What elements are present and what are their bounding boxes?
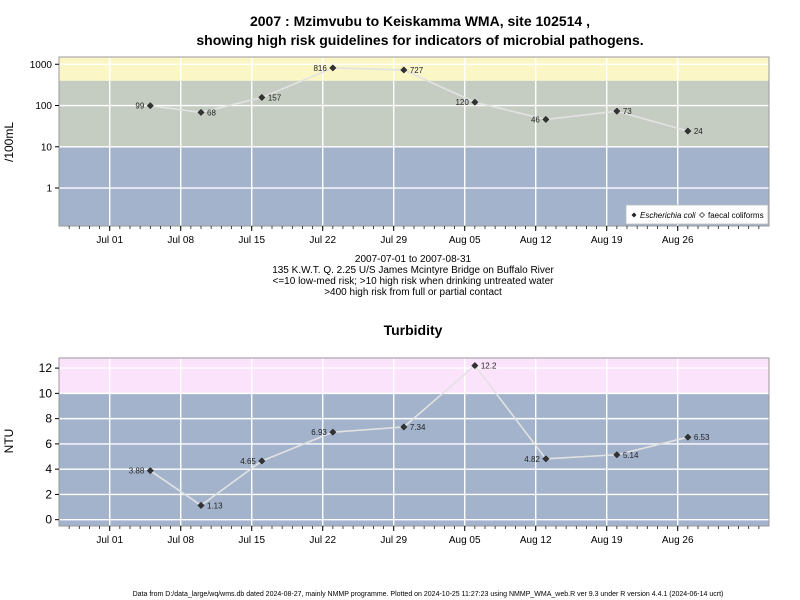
chart2-ytick-label-1: 2: [45, 487, 52, 501]
chart1-title-line1: 2007 : Mzimvubu to Keiskamma WMA, site 1…: [250, 13, 590, 29]
chart2-ytick-label-6: 12: [39, 361, 53, 375]
chart2-data-label-5: 12.2: [481, 362, 497, 371]
chart2-data-label-3: 6.93: [311, 428, 327, 437]
chart2-point-5: [471, 362, 479, 370]
chart1-plot-area: 1 10 100 1000 Jul 01 Jul 08 Jul 15 Jul 22 Jul 29…: [30, 56, 770, 246]
chart2-xtick-label-6: Aug 12: [520, 535, 552, 546]
chart1-xtick-label-4: Jul 29: [380, 235, 407, 246]
chart2-point-3: [329, 428, 337, 436]
chart1-band-2: [59, 57, 769, 81]
chart2-plot-area: 0 2 4 6 8 10 12 Jul 01 Jul 08 Jul 15 Jul 22 Jul 29 A…: [39, 357, 770, 546]
chart1-xtick-label-0: Jul 01: [96, 235, 123, 246]
chart1-note-risk-high: >400 high risk from full or partial cont…: [324, 287, 502, 298]
chart2-data-label-4: 7.34: [410, 423, 426, 432]
chart1-data-label-8: 24: [694, 127, 703, 136]
chart1-point-2: [258, 93, 266, 101]
chart1-data-label-3: 816: [313, 64, 327, 73]
chart2-point-1: [197, 501, 205, 509]
chart2-title: Turbidity: [384, 322, 443, 338]
chart2-ytick-label-4: 8: [45, 412, 52, 426]
chart2-point-2: [258, 457, 266, 465]
chart2-xtick-label-0: Jul 01: [96, 535, 123, 546]
chart1-point-0: [146, 102, 154, 110]
chart2-ytick-label-5: 10: [39, 386, 53, 400]
footer-provenance: Data from D:/data_large/wq/wms.db dated …: [133, 591, 724, 598]
chart2-ytick-label-2: 4: [45, 462, 52, 476]
chart1-data-label-4: 727: [410, 66, 424, 75]
chart1-ytick-label-0: 1: [46, 184, 52, 195]
chart2-point-0: [146, 467, 154, 475]
chart2-ytick-label-3: 6: [45, 437, 52, 451]
chart1-note-date-range: 2007-07-01 to 2007-08-31: [355, 254, 472, 265]
chart1-data-label-2: 157: [268, 93, 282, 102]
chart1-point-1: [197, 108, 205, 116]
chart1-data-label-0: 99: [135, 102, 144, 111]
chart1-title-line2: showing high risk guidelines for indicat…: [196, 32, 643, 48]
chart2-xtick-label-4: Jul 29: [380, 535, 407, 546]
chart2-point-8: [684, 433, 692, 441]
chart1-xtick-label-6: Aug 12: [520, 235, 552, 246]
chart2-xtick-label-2: Jul 15: [238, 535, 265, 546]
chart1-point-5: [471, 98, 479, 106]
chart1-xtick-label-3: Jul 22: [309, 235, 336, 246]
chart1-xtick-label-2: Jul 15: [238, 235, 265, 246]
chart1-ytick-label-3: 1000: [30, 60, 53, 71]
chart2-xtick-label-7: Aug 19: [591, 535, 623, 546]
chart1-ylabel: /100mL: [2, 122, 16, 162]
chart1-ytick-label-1: 10: [41, 142, 53, 153]
chart1-xtick-label-1: Jul 08: [167, 235, 194, 246]
chart2-xtick-label-3: Jul 22: [309, 535, 336, 546]
chart1-point-4: [400, 66, 408, 74]
chart2-ylabel: NTU: [2, 429, 16, 454]
chart2-xtick-label-8: Aug 26: [662, 535, 694, 546]
chart1-point-6: [542, 115, 550, 123]
chart2-point-7: [613, 451, 621, 459]
chart2-point-6: [542, 455, 550, 463]
chart1-point-3: [329, 64, 337, 72]
chart2-data-label-7: 5.14: [623, 451, 639, 460]
legend-marker-ecoli: [631, 212, 637, 218]
chart2-band-0: [59, 393, 769, 526]
chart2-xtick-label-5: Aug 05: [449, 535, 481, 546]
chart1-data-label-1: 68: [207, 108, 216, 117]
chart1-point-7: [613, 107, 621, 115]
legend-box: [625, 204, 769, 225]
chart1-data-label-7: 73: [623, 107, 632, 116]
chart1-xtick-label-7: Aug 19: [591, 235, 623, 246]
legend-label-ecoli: Escherichia coli: [640, 211, 696, 220]
chart2-data-label-2: 4.65: [240, 457, 256, 466]
chart2-data-label-8: 6.53: [694, 433, 710, 442]
chart1-point-8: [684, 127, 692, 135]
chart1-data-label-6: 46: [531, 115, 540, 124]
chart2-data-label-1: 1.13: [207, 501, 223, 510]
legend-marker-faecal: [699, 212, 705, 218]
chart2-xtick-label-1: Jul 08: [167, 535, 194, 546]
chart1-data-label-5: 120: [455, 98, 469, 107]
legend-label-faecal: faecal coliforms: [708, 211, 764, 220]
chart1-note-site: 135 K.W.T. Q. 2.25 U/S James Mcintyre Br…: [272, 265, 554, 276]
chart2-band-1: [59, 358, 769, 394]
chart2-data-label-6: 4.82: [524, 455, 540, 464]
chart1-xtick-label-5: Aug 05: [449, 235, 481, 246]
chart2-ytick-label-0: 0: [45, 513, 52, 527]
chart1-note-risk-low: <=10 low-med risk; >10 high risk when dr…: [273, 276, 555, 287]
chart1-ytick-label-2: 100: [35, 101, 52, 112]
chart2-point-4: [400, 423, 408, 431]
chart1-xtick-label-8: Aug 26: [662, 235, 694, 246]
chart1-band-1: [59, 80, 769, 147]
chart2-data-label-0: 3.88: [129, 467, 145, 476]
